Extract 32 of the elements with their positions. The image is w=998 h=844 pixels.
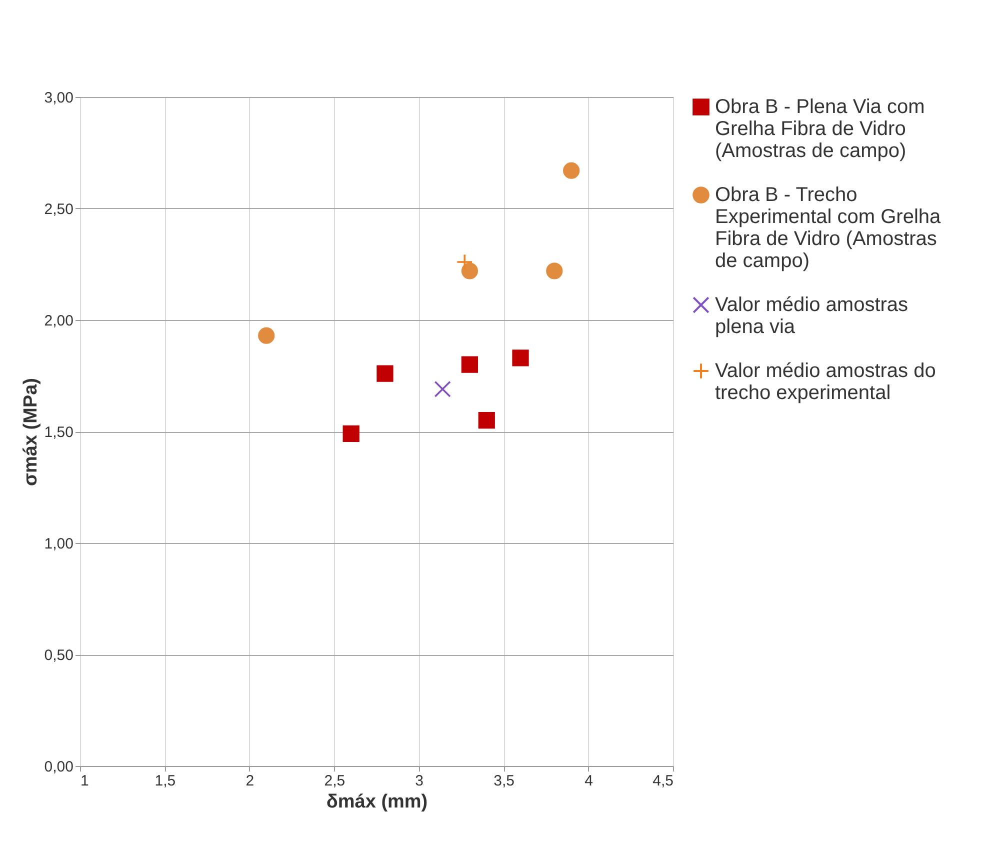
point	[478, 412, 495, 429]
point	[434, 380, 451, 398]
x-tick-label: 1,5	[154, 772, 176, 790]
y-tick-label: 2,50	[44, 201, 74, 218]
x-tick-label: 4	[584, 772, 593, 790]
y-tick-label: 3,00	[44, 90, 74, 106]
point	[461, 262, 478, 280]
point	[461, 356, 478, 373]
y-tick-label: 2,00	[44, 312, 74, 330]
y-tick-label: 0,00	[44, 758, 74, 776]
x-tick-label: 2	[246, 772, 254, 790]
y-tick-label: 1,00	[44, 536, 74, 552]
y-tick-label: 1,50	[44, 424, 74, 441]
x-axis-title: δmáx (mm)	[326, 792, 428, 812]
point	[376, 365, 394, 382]
y-tick-label: 0,50	[44, 647, 74, 664]
point	[512, 350, 529, 366]
point	[456, 254, 473, 270]
x-tick-label: 3	[415, 772, 424, 790]
y-axis-title: σmáx (MPa)	[20, 378, 42, 486]
legend-label: Obra B - Trecho Experimental com Grelha Fibra de Vidro (Amostras de campo)	[715, 184, 942, 272]
x-tick-label: 3,5	[494, 772, 514, 790]
point	[342, 425, 360, 442]
point	[258, 327, 275, 344]
x-tick-label: 1	[80, 772, 89, 790]
point	[563, 162, 580, 179]
x-tick-label: 4,5	[652, 772, 674, 790]
legend-label: Valor médio amostras do trecho experimental	[715, 360, 936, 404]
point	[546, 262, 563, 280]
legend-label: Obra B - Plena Via com Grelha Fibra de Vidro (Amostras de campo)	[715, 96, 925, 162]
legend-label: Valor médio amostras plena via	[715, 294, 908, 338]
x-tick-label: 2,5	[324, 772, 346, 790]
